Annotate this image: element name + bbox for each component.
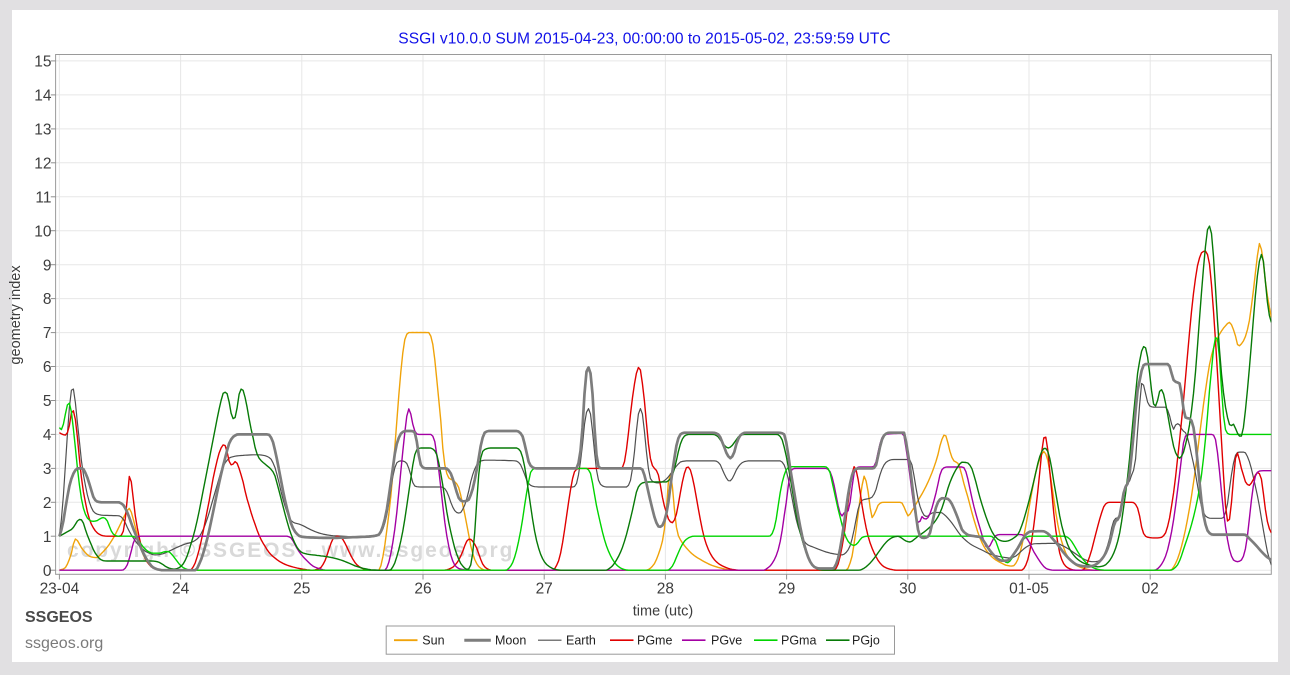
svg-text:Moon: Moon xyxy=(495,634,526,648)
svg-text:28: 28 xyxy=(657,581,674,598)
svg-text:25: 25 xyxy=(293,581,310,598)
svg-text:1: 1 xyxy=(43,529,52,546)
svg-text:8: 8 xyxy=(43,291,52,308)
svg-text:5: 5 xyxy=(43,393,52,410)
svg-text:11: 11 xyxy=(35,189,51,206)
svg-text:PGve: PGve xyxy=(711,634,742,648)
svg-text:4: 4 xyxy=(43,427,52,444)
svg-text:2: 2 xyxy=(43,495,52,512)
svg-text:PGjo: PGjo xyxy=(852,634,880,648)
svg-text:29: 29 xyxy=(778,581,795,598)
svg-text:30: 30 xyxy=(899,581,917,598)
svg-text:27: 27 xyxy=(536,581,553,598)
svg-text:10: 10 xyxy=(34,223,52,240)
svg-text:14: 14 xyxy=(34,88,52,105)
svg-text:PGma: PGma xyxy=(781,634,816,648)
svg-text:0: 0 xyxy=(43,563,52,580)
svg-text:ssgeos.org: ssgeos.org xyxy=(25,635,103,652)
svg-text:12: 12 xyxy=(34,155,51,172)
svg-text:time (utc): time (utc) xyxy=(633,604,693,620)
svg-text:Sun: Sun xyxy=(422,634,444,648)
svg-text:9: 9 xyxy=(43,257,52,274)
svg-text:15: 15 xyxy=(34,54,51,71)
svg-text:SSGEOS: SSGEOS xyxy=(25,609,93,626)
svg-text:geometry index: geometry index xyxy=(8,265,24,365)
svg-text:01-05: 01-05 xyxy=(1009,581,1049,598)
svg-text:6: 6 xyxy=(43,359,52,376)
svg-text:26: 26 xyxy=(414,581,431,598)
svg-text:PGme: PGme xyxy=(637,634,672,648)
svg-text:3: 3 xyxy=(43,461,52,478)
svg-text:copyright©SSGEOS - www.ssgeos.: copyright©SSGEOS - www.ssgeos.org xyxy=(67,539,514,562)
svg-text:Earth: Earth xyxy=(566,634,596,648)
svg-text:02: 02 xyxy=(1142,581,1159,598)
svg-text:13: 13 xyxy=(34,122,51,139)
svg-text:23-04: 23-04 xyxy=(40,581,80,598)
svg-text:SSGI v10.0.0 SUM 2015-04-23, 0: SSGI v10.0.0 SUM 2015-04-23, 00:00:00 to… xyxy=(398,31,890,48)
svg-text:24: 24 xyxy=(172,581,190,598)
svg-text:7: 7 xyxy=(43,325,52,342)
